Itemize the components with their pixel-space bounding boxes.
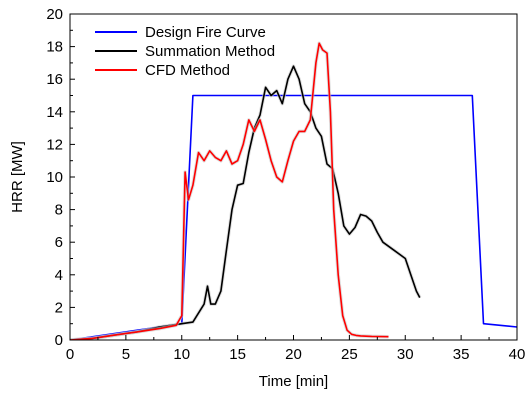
legend: Design Fire Curve Summation Method CFD Met…	[95, 24, 275, 79]
y-tick-label: 16	[46, 71, 63, 88]
y-tick-label: 12	[46, 136, 63, 153]
y-tick-label: 0	[55, 332, 63, 349]
y-tick-label: 20	[46, 6, 63, 23]
series-band-summation-method	[70, 64, 422, 340]
x-tick-label: 15	[229, 346, 246, 363]
x-tick-label: 0	[66, 346, 74, 363]
series-line-summation-method	[70, 65, 421, 340]
series-layer	[70, 41, 517, 340]
y-tick-label: 2	[55, 299, 63, 316]
y-tick-label: 10	[46, 169, 63, 186]
y-tick-label: 6	[55, 234, 63, 251]
legend-label-cfd-method: CFD Method	[145, 62, 230, 79]
y-axis-title: HRR [MW]	[9, 141, 26, 213]
x-tick-label: 40	[509, 346, 526, 363]
x-tick-label: 20	[285, 346, 302, 363]
y-tick-label: 14	[46, 104, 63, 121]
ticks-layer: 0 5 10 15 20 25 30 35 40 0 2 4 6 8 10 12 14 16 18 20	[46, 6, 525, 363]
x-tick-label: 5	[122, 346, 130, 363]
x-tick-label: 30	[397, 346, 414, 363]
y-tick-label: 18	[46, 39, 63, 56]
legend-label-summation-method: Summation Method	[145, 43, 275, 60]
series-line-design-fire-curve	[70, 94, 517, 340]
series-line-cfd-method	[70, 42, 389, 340]
y-tick-label: 8	[55, 202, 63, 219]
y-axis-title-group: HRR [MW]	[9, 141, 26, 213]
x-tick-label: 25	[341, 346, 358, 363]
x-tick-label: 10	[173, 346, 190, 363]
legend-label-design-fire-curve: Design Fire Curve	[145, 24, 266, 41]
plot-frame	[69, 13, 518, 341]
x-tick-label: 35	[453, 346, 470, 363]
y-tick-label: 4	[55, 267, 63, 284]
x-axis-title: Time [min]	[259, 373, 328, 390]
